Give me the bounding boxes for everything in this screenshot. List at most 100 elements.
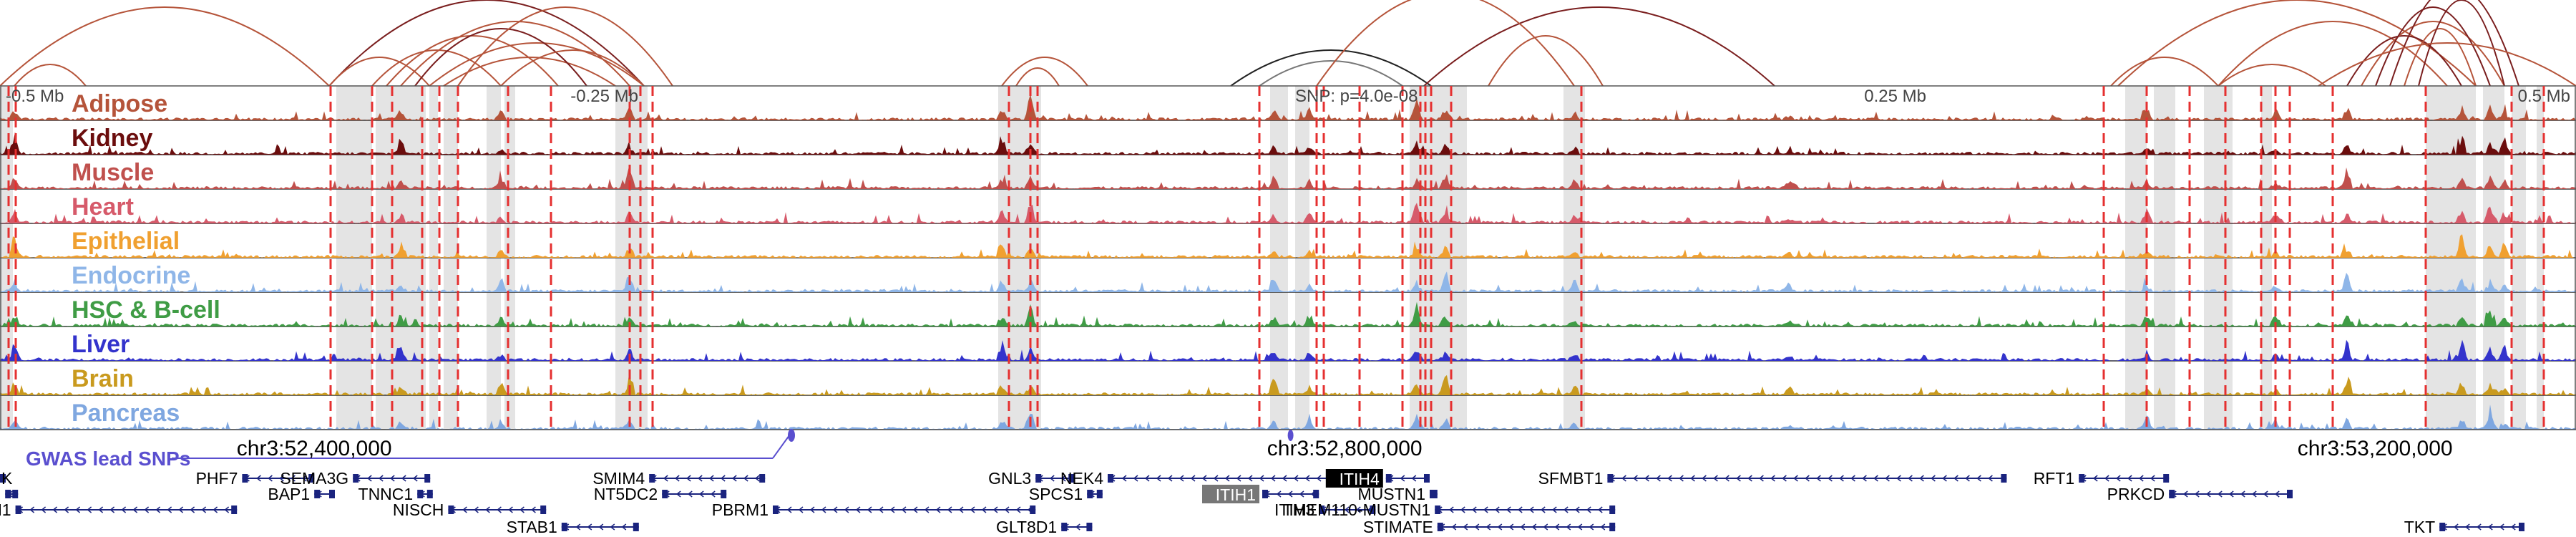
strand-arrow — [743, 475, 748, 482]
strand-arrow — [1770, 475, 1775, 482]
gene-nisch[interactable]: NISCH — [393, 500, 547, 519]
strand-arrow — [1075, 523, 1080, 531]
chromatin-loop-arc — [1230, 49, 1432, 87]
track-label: Kidney — [72, 125, 152, 152]
strand-arrow — [1332, 506, 1338, 513]
strand-arrow — [121, 506, 127, 513]
strand-arrow — [1167, 475, 1173, 482]
gene-label: NISCH — [393, 500, 444, 519]
chromatin-loop-arc — [400, 21, 630, 87]
strand-arrow — [1679, 475, 1684, 482]
gene-exon — [1087, 490, 1093, 498]
chromatin-loop-arc — [1423, 6, 1775, 87]
chromatin-loop-arc — [414, 28, 587, 87]
gene-stab1[interactable]: STAB1 — [507, 518, 639, 536]
strand-arrow — [378, 475, 384, 482]
strand-arrow — [1344, 506, 1350, 513]
strand-arrow — [912, 506, 918, 513]
gene-tkt[interactable]: TKT — [2404, 518, 2524, 536]
strand-arrow — [1805, 475, 1810, 482]
strand-arrow — [610, 523, 615, 531]
gene-smim4[interactable]: SMIM4 — [592, 469, 766, 488]
gene-exon — [15, 505, 21, 514]
strand-arrow — [992, 506, 998, 513]
chromatin-loop-arc — [1488, 35, 1604, 87]
gene-label: TNNC1 — [358, 485, 414, 503]
gene-exon — [1262, 490, 1268, 498]
strand-arrow — [2240, 490, 2245, 498]
gene-exon — [2163, 474, 2170, 483]
gene-label: WDR82 — [0, 485, 1, 503]
scale-label: -0.25 Mb — [570, 87, 638, 106]
strand-arrow — [75, 506, 81, 513]
strand-arrow — [1236, 475, 1241, 482]
gene-tnnc1[interactable]: TNNC1 — [358, 485, 433, 503]
strand-arrow — [924, 506, 930, 513]
gene-bap1[interactable]: BAP1 — [268, 485, 335, 503]
gene-rft1[interactable]: RFT1 — [2034, 469, 2170, 488]
gwas-label: GWAS lead SNPs — [26, 448, 190, 470]
strand-arrow — [1667, 475, 1672, 482]
gene-exon — [1431, 490, 1438, 498]
gene-exon — [353, 474, 359, 483]
gene-k[interactable]: K — [0, 469, 13, 488]
gene-exon — [329, 490, 335, 498]
strand-arrow — [1451, 523, 1457, 531]
strand-arrow — [178, 506, 184, 513]
strand-arrow — [809, 506, 815, 513]
gene-spcs1[interactable]: SPCS1 — [1029, 485, 1103, 503]
gene-glt8d1[interactable]: GLT8D1 — [996, 518, 1093, 536]
strand-arrow — [1497, 523, 1503, 531]
gene-exon — [773, 505, 779, 514]
gene-sfmbt1[interactable]: SFMBT1 — [1538, 469, 2007, 488]
strand-arrow — [1270, 475, 1276, 482]
gene-label-box — [1202, 485, 1259, 503]
gene-wdr82[interactable]: WDR82 — [0, 485, 19, 503]
gene-prkcd[interactable]: PRKCD — [2107, 485, 2293, 503]
strand-arrow — [1554, 523, 1560, 531]
strand-arrow — [889, 506, 895, 513]
gene-label: ITIH3 — [1274, 500, 1314, 519]
gene-phf7[interactable]: PHF7 — [196, 469, 315, 488]
gene-pbrm1[interactable]: PBRM1 — [712, 500, 1036, 519]
gene-nt5dc2[interactable]: NT5DC2 — [594, 485, 727, 503]
gene-exon — [1607, 474, 1614, 483]
strand-arrow — [1508, 523, 1514, 531]
strand-arrow — [621, 523, 627, 531]
chromatin-loop-arc — [2375, 6, 2491, 87]
strand-arrow — [2217, 490, 2223, 498]
strand-arrow — [64, 506, 69, 513]
scale-bar: -0.5 Mb -0.25 Mb 0.25 Mb 0.5 Mb SNP: p=4.0e-… — [6, 87, 2570, 106]
gene-label: ITIH1 — [1216, 485, 1256, 504]
strand-arrow — [1400, 475, 1405, 482]
gene-gnl3[interactable]: GNL3 — [988, 469, 1075, 488]
gwas-snp-marker[interactable] — [1287, 430, 1294, 441]
gene-label: SPCS1 — [1029, 485, 1083, 503]
gene-mustn1[interactable]: MUSTN1 — [1357, 485, 1438, 503]
gene-label: TKT — [2404, 518, 2435, 536]
strand-arrow — [1179, 475, 1184, 482]
strand-arrow — [2453, 523, 2459, 531]
gene-tmem110-mustn1[interactable]: TMEM110-MUSTN1 — [1283, 500, 1616, 519]
gwas-snp-marker[interactable] — [788, 429, 795, 442]
strand-arrow — [710, 490, 716, 498]
strand-arrow — [1690, 475, 1695, 482]
gene-exon — [1313, 490, 1319, 498]
gene-itih3[interactable]: ITIH3 — [1274, 500, 1376, 519]
strand-arrow — [708, 475, 714, 482]
strand-arrow — [786, 506, 792, 513]
gene-dnah1[interactable]: DNAH1 — [0, 500, 238, 519]
strand-arrow — [698, 490, 704, 498]
gene-stimate[interactable]: STIMATE — [1363, 518, 1616, 536]
signal-area — [0, 404, 2576, 430]
gene-sema3g[interactable]: SEMA3G — [280, 469, 431, 488]
gene-itih4[interactable]: ITIH4 — [1325, 469, 1430, 488]
strand-arrow — [687, 490, 693, 498]
strand-arrow — [947, 506, 952, 513]
gene-label: MUSTN1 — [1357, 485, 1425, 503]
strand-arrow — [508, 506, 513, 513]
gene-itih1[interactable]: ITIH1 — [1202, 485, 1319, 504]
